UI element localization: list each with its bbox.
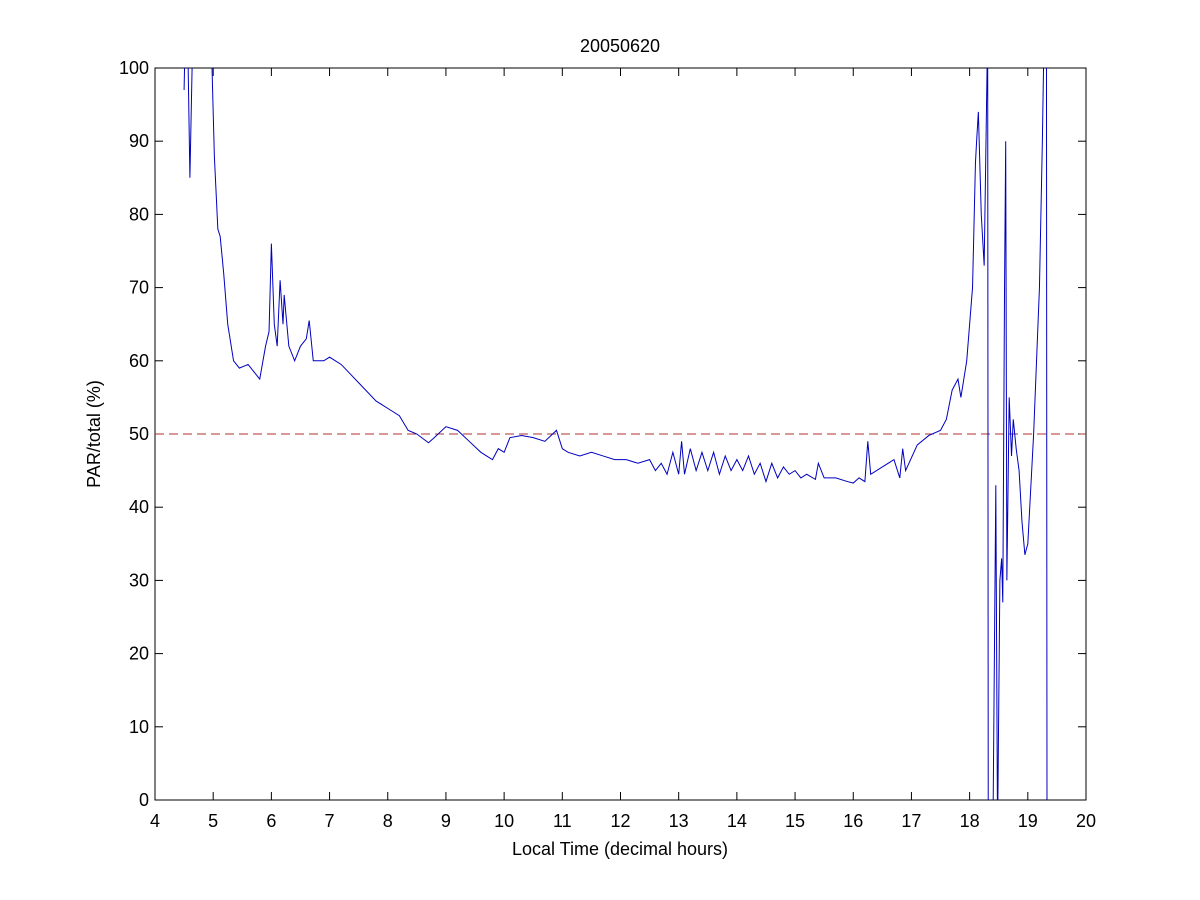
x-tick-label: 8: [383, 811, 393, 831]
data-line: [183, 68, 1048, 800]
x-tick-label: 17: [901, 811, 921, 831]
x-tick-label: 6: [266, 811, 276, 831]
x-tick-label: 13: [669, 811, 689, 831]
y-tick-label: 0: [139, 790, 149, 810]
x-tick-label: 16: [843, 811, 863, 831]
y-tick-label: 40: [129, 497, 149, 517]
y-tick-label: 70: [129, 278, 149, 298]
y-tick-label: 100: [119, 58, 149, 78]
x-tick-label: 15: [785, 811, 805, 831]
x-tick-label: 18: [960, 811, 980, 831]
x-tick-label: 5: [208, 811, 218, 831]
x-axis-label: Local Time (decimal hours): [512, 839, 728, 859]
x-tick-label: 4: [150, 811, 160, 831]
y-tick-label: 30: [129, 570, 149, 590]
x-tick-label: 20: [1076, 811, 1096, 831]
y-tick-label: 20: [129, 644, 149, 664]
x-tick-label: 7: [325, 811, 335, 831]
x-tick-label: 10: [494, 811, 514, 831]
y-tick-label: 50: [129, 424, 149, 444]
x-tick-label: 14: [727, 811, 747, 831]
y-tick-label: 90: [129, 131, 149, 151]
y-tick-label: 60: [129, 351, 149, 371]
x-tick-label: 9: [441, 811, 451, 831]
y-tick-label: 10: [129, 717, 149, 737]
x-tick-label: 11: [553, 811, 572, 831]
x-tick-label: 12: [610, 811, 630, 831]
x-tick-label: 19: [1018, 811, 1038, 831]
y-axis-label: PAR/total (%): [84, 380, 104, 488]
y-tick-label: 80: [129, 204, 149, 224]
chart-title: 20050620: [580, 36, 660, 56]
